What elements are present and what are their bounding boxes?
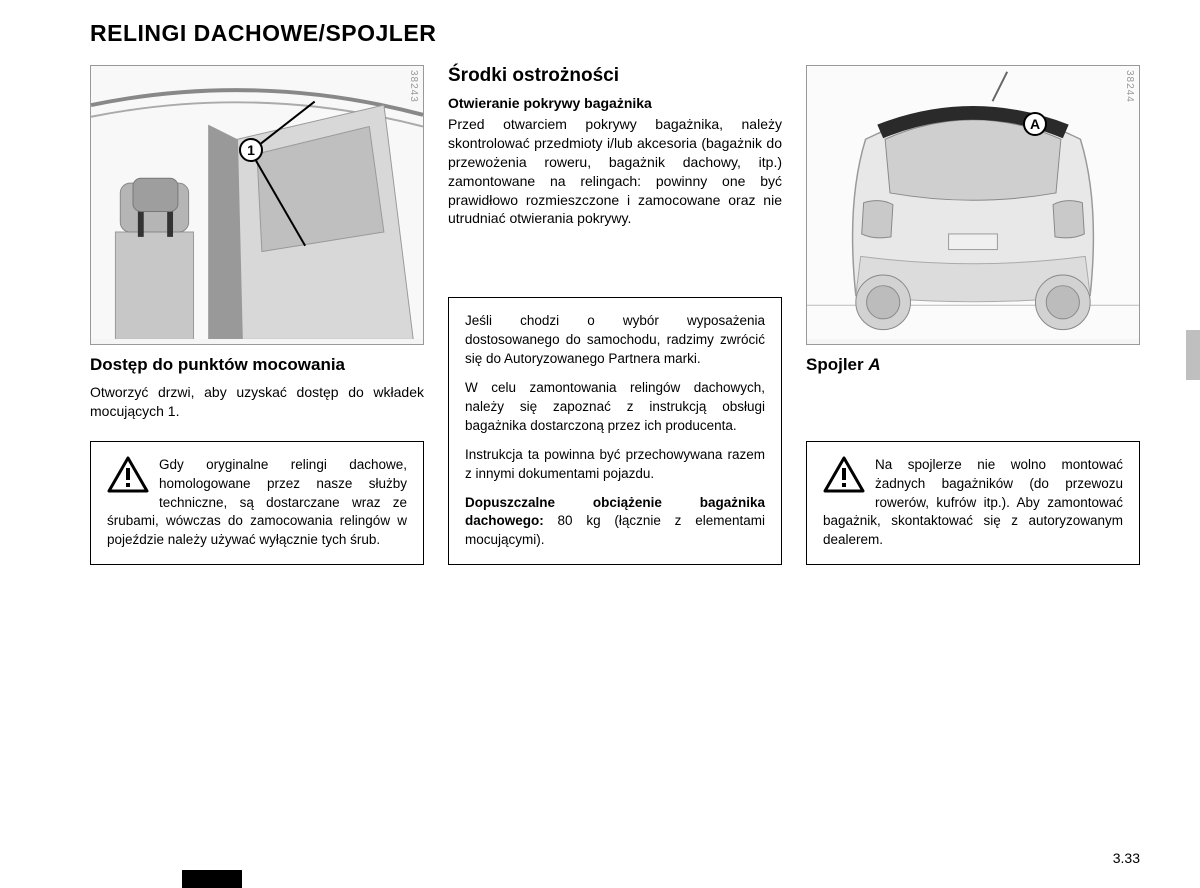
col2-box-p1: Jeśli chodzi o wybór wyposażenia dostoso… [465,312,765,369]
content-columns: 1 38243 Dostęp do punktów mocowania Otwo… [90,65,1140,565]
col3-warning-box: Na spojlerze nie wolno montować żadnych … [806,441,1140,565]
col2-heading: Środki ostrożności [448,65,782,87]
page-title: RELINGI DACHOWE/SPOJLER [90,20,1140,47]
figure-id-left: 38243 [408,70,419,103]
col2-box-p2: W celu zamontowania relingów dachowych, … [465,379,765,436]
figure-id-right: 38244 [1124,70,1135,103]
door-open-illustration [91,66,423,339]
col1-warning-box: Gdy oryginalne relingi dachowe, homologo… [90,441,424,565]
car-rear-illustration [807,66,1139,339]
col3-heading: Spojler A [806,355,1140,375]
section-tab [1186,330,1200,380]
col2-subheading: Otwieranie pokrywy bagażnika [448,95,782,111]
print-mark [182,870,242,888]
warning-icon [823,456,865,494]
callout-a-label: A [1030,116,1040,132]
col3-warning-text: Na spojlerze nie wolno montować żadnych … [823,457,1123,548]
page-number: 3.33 [1113,850,1140,866]
figure-car-rear: A 38244 [806,65,1140,345]
callout-a: A [1023,112,1047,136]
callout-1: 1 [239,138,263,162]
callout-1-label: 1 [247,142,255,158]
col3-heading-pre: Spojler [806,355,868,374]
col2-info-box: Jeśli chodzi o wybór wyposażenia dostoso… [448,297,782,565]
col1-body: Otworzyć drzwi, aby uzyskać dostęp do wk… [90,383,424,421]
col2-box-p3: Instrukcja ta powinna być przechowywana … [465,446,765,484]
figure-door-open: 1 38243 [90,65,424,345]
col2-box-p4: Dopuszczalne obciążenie bagażnika dachow… [465,494,765,551]
col3-heading-ital: A [868,355,880,374]
column-middle: Środki ostrożności Otwieranie pokrywy ba… [448,65,782,565]
column-right: A 38244 Spojler A Na spojlerze nie wolno… [806,65,1140,565]
column-left: 1 38243 Dostęp do punktów mocowania Otwo… [90,65,424,565]
col1-warning-text: Gdy oryginalne relingi dachowe, homologo… [107,457,407,548]
col2-body: Przed otwarciem pokrywy bagażnika, należ… [448,115,782,228]
col1-heading: Dostęp do punktów mocowania [90,355,424,375]
warning-icon [107,456,149,494]
